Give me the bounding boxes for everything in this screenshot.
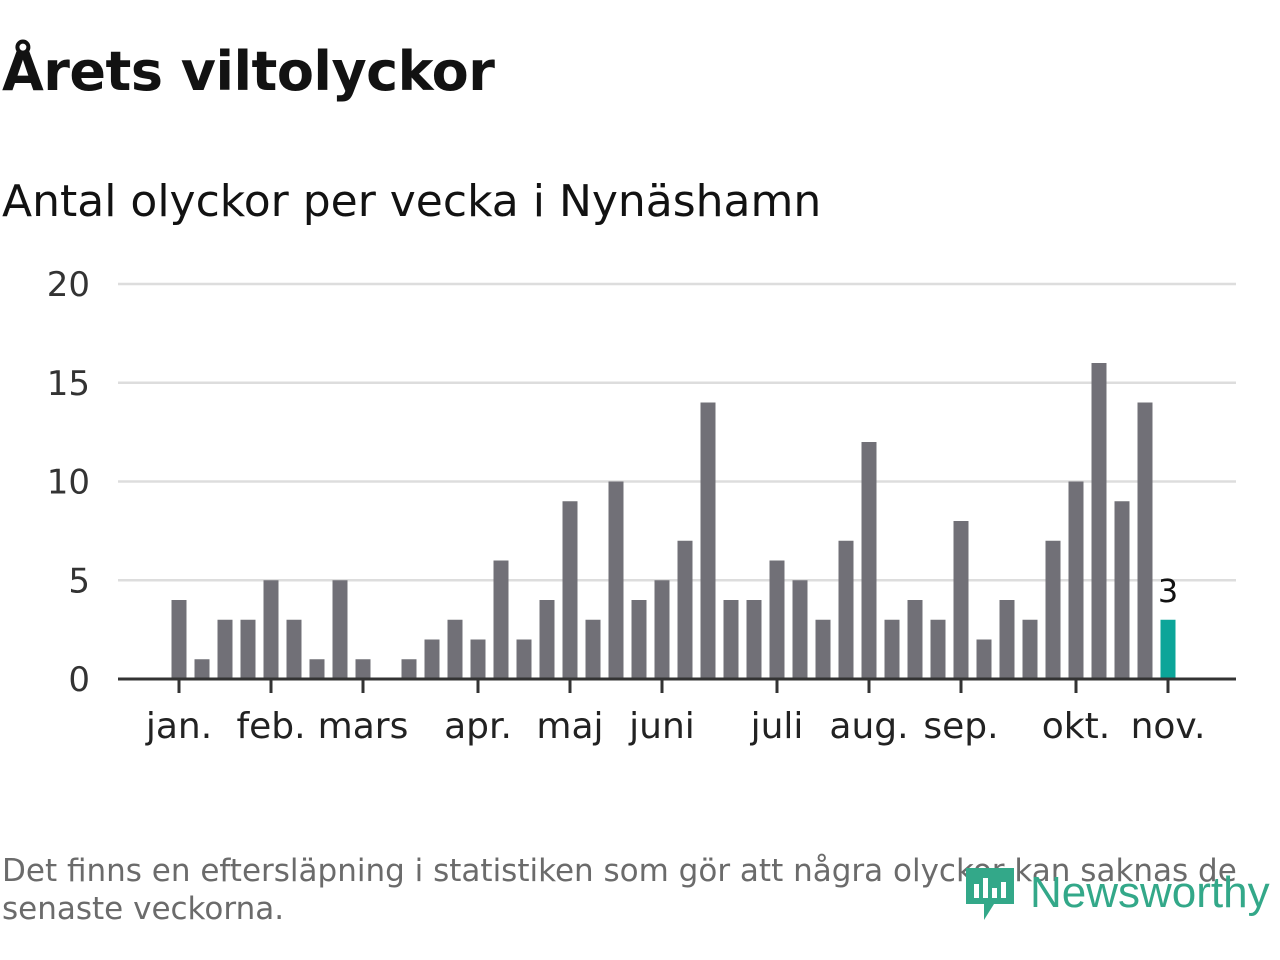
y-tick-label: 20 bbox=[47, 265, 90, 305]
bar bbox=[1114, 501, 1130, 679]
bar bbox=[631, 600, 647, 679]
x-tick-label: juli bbox=[750, 706, 804, 747]
bar bbox=[516, 639, 532, 679]
footnote: Det finns en eftersläpning i statistiken… bbox=[2, 853, 1237, 927]
bar bbox=[608, 481, 624, 679]
bar bbox=[171, 600, 187, 679]
bar bbox=[263, 580, 279, 679]
bar bbox=[240, 619, 256, 679]
chart-subtitle: Antal olyckor per vecka i Nynäshamn bbox=[2, 176, 822, 227]
bar bbox=[217, 619, 233, 679]
x-tick-label: juni bbox=[628, 706, 695, 747]
x-tick-label: mars bbox=[318, 706, 409, 747]
bar bbox=[539, 600, 555, 679]
bar bbox=[746, 600, 762, 679]
x-tick-label: feb. bbox=[236, 706, 305, 747]
bar bbox=[700, 402, 716, 679]
bar bbox=[723, 600, 739, 679]
x-axis: jan. feb. mars apr. maj juni juli aug. sep. okt. n… bbox=[118, 677, 1236, 747]
newsworthy-logo-icon bbox=[966, 868, 1014, 920]
x-tick-label: okt. bbox=[1042, 706, 1110, 747]
bar bbox=[1045, 540, 1061, 679]
y-tick-label: 5 bbox=[68, 561, 90, 601]
bar bbox=[194, 659, 210, 679]
x-tick-label: apr. bbox=[444, 706, 512, 747]
bar bbox=[332, 580, 348, 679]
x-tick-label: aug. bbox=[829, 706, 908, 747]
x-tick-label: sep. bbox=[923, 706, 998, 747]
bar bbox=[907, 600, 923, 679]
bar bbox=[1022, 619, 1038, 679]
y-tick-label: 10 bbox=[47, 463, 90, 503]
bar-highlight bbox=[1160, 619, 1176, 679]
bar bbox=[930, 619, 946, 679]
bar bbox=[562, 501, 578, 679]
bar bbox=[677, 540, 693, 679]
bar bbox=[1091, 363, 1107, 679]
bar bbox=[1068, 481, 1084, 679]
bar bbox=[953, 521, 969, 679]
bar bbox=[999, 600, 1015, 679]
brand-name: Newsworthy bbox=[1030, 868, 1270, 917]
brand-logo[interactable]: Newsworthy bbox=[962, 862, 1270, 924]
x-tick-label: maj bbox=[536, 706, 603, 747]
x-tick-label: jan. bbox=[145, 706, 212, 747]
bar bbox=[401, 659, 417, 679]
y-tick-label: 15 bbox=[47, 364, 90, 404]
bar bbox=[792, 580, 808, 679]
bar bbox=[355, 659, 371, 679]
bar bbox=[447, 619, 463, 679]
y-tick-label: 0 bbox=[68, 660, 90, 700]
bar bbox=[493, 560, 509, 679]
bar bbox=[815, 619, 831, 679]
bar bbox=[769, 560, 785, 679]
bar bbox=[1137, 402, 1153, 679]
bar bbox=[309, 659, 325, 679]
bar bbox=[654, 580, 670, 679]
bar bbox=[470, 639, 486, 679]
bar bbox=[286, 619, 302, 679]
x-tick-label: nov. bbox=[1131, 706, 1206, 747]
bar bbox=[884, 619, 900, 679]
chart-title: Årets viltolyckor bbox=[2, 40, 495, 103]
bar bbox=[976, 639, 992, 679]
bar bbox=[424, 639, 440, 679]
bar bbox=[861, 442, 877, 679]
bar bbox=[585, 619, 601, 679]
bars: 3 bbox=[171, 363, 1178, 679]
highlight-value-label: 3 bbox=[1158, 572, 1178, 610]
bar bbox=[838, 540, 854, 679]
